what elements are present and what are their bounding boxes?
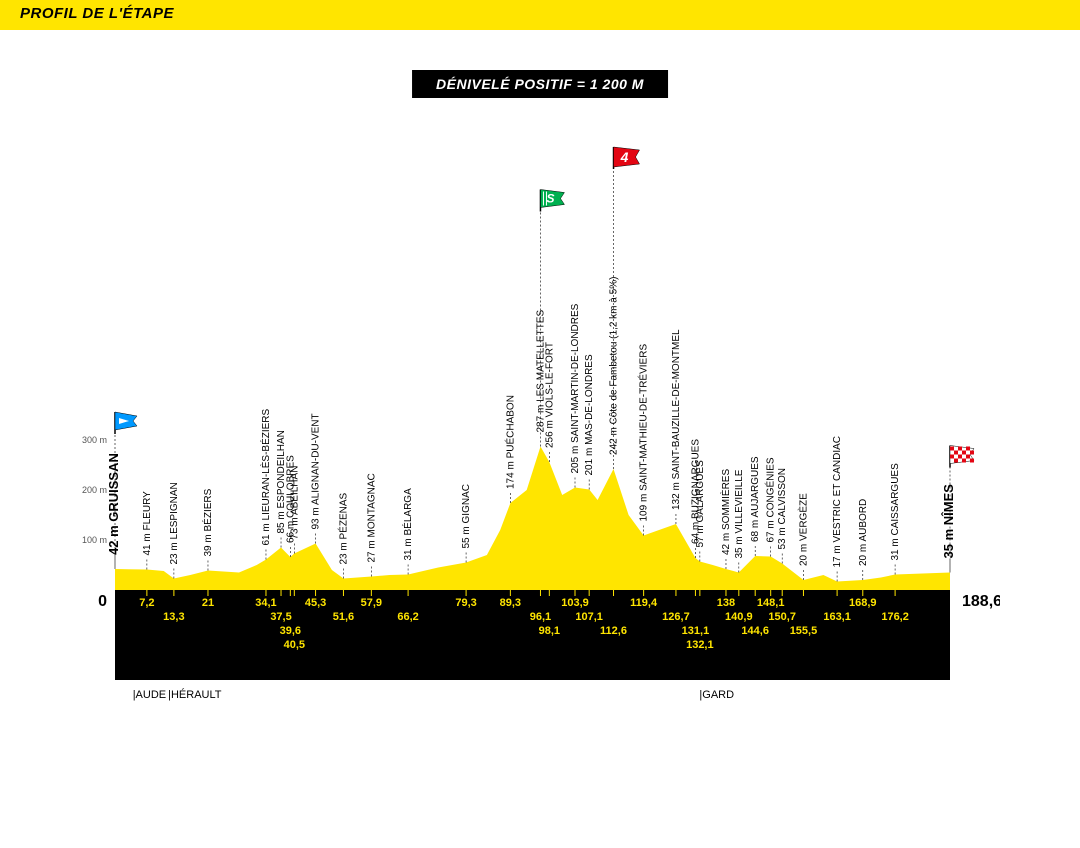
svg-text:37,5: 37,5 — [270, 611, 291, 623]
svg-text:176,2: 176,2 — [881, 611, 909, 623]
svg-text:200 m: 200 m — [82, 485, 107, 495]
svg-text:168,9: 168,9 — [849, 597, 877, 609]
svg-text:23 m PÉZENAS: 23 m PÉZENAS — [336, 492, 349, 564]
svg-text:140,9: 140,9 — [725, 611, 753, 623]
svg-text:|AUDE: |AUDE — [133, 689, 166, 701]
stage-profile-chart: 100 m 200 m 300 m 0 188,6 km 42 m GRUISSAN 41 … — [80, 110, 1000, 740]
svg-text:242 m Côte de Fambetou (1,2 km: 242 m Côte de Fambetou (1,2 km à 5%) — [609, 277, 620, 455]
svg-text:138: 138 — [717, 597, 735, 609]
svg-text:39 m BÉZIERS: 39 m BÉZIERS — [201, 488, 214, 556]
svg-text:300 m: 300 m — [82, 435, 107, 445]
svg-text:40,5: 40,5 — [284, 639, 305, 651]
svg-text:35 m VILLEVIEILLE: 35 m VILLEVIEILLE — [734, 469, 745, 558]
svg-text:205 m SAINT-MARTIN-DE-LONDRES: 205 m SAINT-MARTIN-DE-LONDRES — [570, 303, 581, 473]
svg-text:0: 0 — [98, 593, 107, 610]
svg-text:31 m CAISSARGUES: 31 m CAISSARGUES — [890, 463, 901, 561]
svg-text:150,7: 150,7 — [768, 611, 796, 623]
svg-text:66,2: 66,2 — [397, 611, 418, 623]
svg-text:|GARD: |GARD — [699, 689, 734, 701]
svg-text:57 m GALARGUES: 57 m GALARGUES — [695, 460, 706, 548]
svg-text:|HÉRAULT: |HÉRAULT — [168, 688, 222, 701]
svg-text:131,1: 131,1 — [682, 625, 710, 637]
svg-text:201 m MAS-DE-LONDRES: 201 m MAS-DE-LONDRES — [584, 354, 595, 475]
svg-text:42 m GRUISSAN: 42 m GRUISSAN — [106, 453, 121, 555]
svg-text:100 m: 100 m — [82, 535, 107, 545]
svg-text:42 m SOMMIÈRES: 42 m SOMMIÈRES — [719, 469, 732, 555]
svg-text:155,5: 155,5 — [790, 625, 818, 637]
svg-text:89,3: 89,3 — [500, 597, 521, 609]
svg-text:96,1: 96,1 — [530, 611, 551, 623]
svg-text:98,1: 98,1 — [539, 625, 560, 637]
svg-text:144,6: 144,6 — [741, 625, 769, 637]
svg-text:34,1: 34,1 — [255, 597, 276, 609]
svg-text:27 m MONTAGNAC: 27 m MONTAGNAC — [366, 473, 377, 562]
svg-text:53 m CALVISSON: 53 m CALVISSON — [777, 468, 788, 550]
svg-text:41 m FLEURY: 41 m FLEURY — [142, 491, 153, 556]
svg-text:13,3: 13,3 — [163, 611, 184, 623]
svg-text:126,7: 126,7 — [662, 611, 690, 623]
page-title: PROFIL DE L'ÉTAPE — [20, 5, 174, 22]
svg-text:20 m AUBORD: 20 m AUBORD — [858, 499, 869, 566]
svg-text:55 m GIGNAC: 55 m GIGNAC — [461, 484, 472, 548]
svg-text:45,3: 45,3 — [305, 597, 326, 609]
svg-text:174 m PUÉCHABON: 174 m PUÉCHABON — [503, 395, 516, 489]
svg-text:39,6: 39,6 — [280, 625, 301, 637]
svg-text:S: S — [546, 192, 554, 206]
svg-text:73 m ABEILHAN: 73 m ABEILHAN — [289, 466, 300, 540]
svg-text:61 m LIEURAN-LÈS-BÉZIERS: 61 m LIEURAN-LÈS-BÉZIERS — [259, 408, 272, 545]
profile-svg: 100 m 200 m 300 m 0 188,6 km 42 m GRUISSAN 41 … — [80, 110, 1000, 740]
svg-text:51,6: 51,6 — [333, 611, 354, 623]
svg-text:93 m ALIGNAN-DU-VENT: 93 m ALIGNAN-DU-VENT — [311, 413, 322, 529]
svg-text:68 m AUJARGUES: 68 m AUJARGUES — [750, 456, 761, 542]
svg-text:21: 21 — [202, 597, 214, 609]
svg-text:112,6: 112,6 — [600, 625, 627, 637]
svg-text:4: 4 — [620, 149, 629, 165]
svg-text:31 m BÉLARGA: 31 m BÉLARGA — [401, 488, 414, 561]
svg-text:57,9: 57,9 — [361, 597, 382, 609]
svg-text:7,2: 7,2 — [139, 597, 154, 609]
svg-text:148,1: 148,1 — [757, 597, 785, 609]
svg-text:109 m SAINT-MATHIEU-DE-TRÉVIER: 109 m SAINT-MATHIEU-DE-TRÉVIERS — [637, 344, 650, 522]
svg-text:132 m SAINT-BAUZILLE-DE-MONTME: 132 m SAINT-BAUZILLE-DE-MONTMEL — [671, 329, 682, 510]
svg-text:119,4: 119,4 — [630, 597, 658, 609]
svg-text:20 m VERGÈZE: 20 m VERGÈZE — [796, 493, 809, 566]
svg-text:256 m VIOLS-LE-FORT: 256 m VIOLS-LE-FORT — [544, 342, 555, 448]
header-bar: PROFIL DE L'ÉTAPE — [0, 0, 1080, 30]
svg-text:67 m CONGÉNIES: 67 m CONGÉNIES — [764, 457, 777, 542]
svg-text:188,6 km: 188,6 km — [962, 593, 1000, 610]
svg-text:23 m LESPIGNAN: 23 m LESPIGNAN — [169, 482, 180, 564]
svg-text:132,1: 132,1 — [686, 639, 714, 651]
svg-text:103,9: 103,9 — [561, 597, 589, 609]
svg-text:79,3: 79,3 — [455, 597, 476, 609]
svg-text:107,1: 107,1 — [575, 611, 603, 623]
svg-text:35 m NÎMES: 35 m NÎMES — [941, 484, 956, 559]
svg-text:17 m VESTRIC ET CANDIAC: 17 m VESTRIC ET CANDIAC — [832, 436, 843, 568]
svg-text:163,1: 163,1 — [823, 611, 851, 623]
elevation-gain-banner: DÉNIVELÉ POSITIF = 1 200 M — [412, 70, 668, 98]
